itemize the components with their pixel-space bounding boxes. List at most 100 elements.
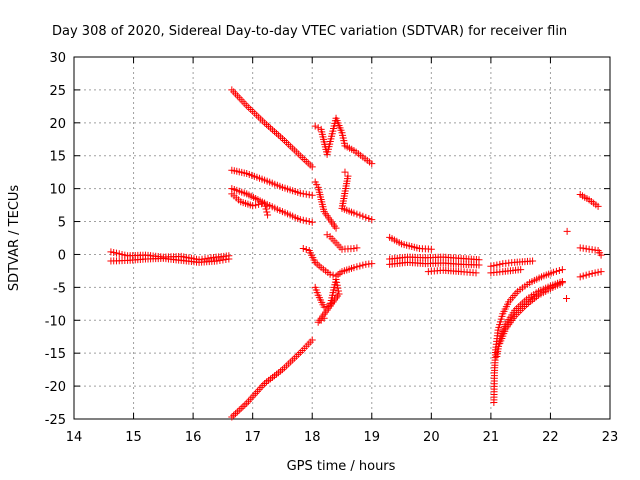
- data-point: [315, 262, 323, 270]
- data-point: [563, 295, 571, 303]
- data-point: [210, 257, 218, 265]
- data-point: [302, 246, 310, 254]
- data-series-track-v: [563, 227, 571, 303]
- data-series-track-o: [386, 258, 483, 269]
- data-series-track-b: [107, 254, 233, 266]
- data-point: [353, 263, 361, 271]
- data-point: [310, 256, 318, 264]
- data-point: [357, 151, 365, 159]
- axis-ticks: 14 15 16 17 18 19 20 21 22 23 -25 -20 -15 -10 -5 0 5 10 15…: [45, 51, 619, 445]
- data-point: [424, 245, 432, 253]
- data-series-track-j: [323, 231, 361, 253]
- data-point: [547, 269, 555, 277]
- data-point: [368, 216, 376, 224]
- data-point: [395, 239, 403, 247]
- data-point: [334, 284, 342, 292]
- x-tick-label: 17: [244, 430, 261, 445]
- data-points: [107, 86, 605, 421]
- data-point: [366, 158, 374, 166]
- data-point: [533, 293, 541, 301]
- data-point: [469, 269, 477, 277]
- data-point: [348, 208, 356, 216]
- data-point: [591, 246, 599, 254]
- y-tick-label: 10: [49, 183, 66, 198]
- x-tick-label: 19: [364, 430, 381, 445]
- data-point: [241, 100, 249, 108]
- data-point: [353, 244, 361, 252]
- data-point: [331, 222, 339, 230]
- y-axis-label: SDTVAR / TECUs: [7, 185, 22, 292]
- data-series-track-i: [311, 168, 376, 232]
- data-series-track-y: [576, 268, 605, 281]
- data-point: [498, 312, 506, 320]
- data-point: [365, 260, 373, 268]
- data-point: [362, 213, 370, 221]
- x-tick-label: 23: [602, 430, 619, 445]
- data-point: [579, 272, 587, 280]
- data-point: [294, 214, 302, 222]
- data-series-track-c: [228, 86, 316, 171]
- data-point: [204, 254, 212, 262]
- grid-lines: [74, 57, 610, 419]
- data-point: [240, 169, 248, 177]
- data-point: [255, 200, 263, 208]
- data-series-track-x: [576, 244, 605, 259]
- data-point: [359, 212, 367, 220]
- data-point: [501, 327, 509, 335]
- data-point: [523, 280, 531, 288]
- data-point: [320, 205, 328, 213]
- data-series-track-q: [487, 257, 537, 270]
- data-point: [535, 274, 543, 282]
- data-point: [302, 217, 310, 225]
- data-series-track-h: [311, 114, 376, 168]
- data-series-track-s: [490, 266, 566, 407]
- data-point: [526, 257, 534, 265]
- data-point: [334, 287, 342, 295]
- data-point: [521, 302, 529, 310]
- data-point: [348, 264, 356, 272]
- data-point: [258, 200, 266, 208]
- x-tick-label: 14: [66, 430, 83, 445]
- data-point: [494, 329, 502, 337]
- y-tick-label: 25: [49, 84, 66, 99]
- data-point: [356, 262, 364, 270]
- data-point: [596, 249, 604, 257]
- y-tick-label: 30: [49, 51, 66, 66]
- data-point: [552, 267, 560, 275]
- data-point: [299, 216, 307, 224]
- data-point: [222, 256, 230, 264]
- data-point: [294, 188, 302, 196]
- data-point: [294, 150, 302, 158]
- data-point: [592, 201, 600, 209]
- data-point: [341, 168, 349, 176]
- data-point: [353, 210, 361, 218]
- data-point: [588, 270, 596, 278]
- y-tick-label: -20: [45, 380, 66, 395]
- data-point: [340, 139, 348, 147]
- data-point: [262, 205, 270, 213]
- data-point: [305, 191, 313, 199]
- data-point: [294, 350, 302, 358]
- data-point: [240, 189, 248, 197]
- data-point: [583, 195, 591, 203]
- data-point: [241, 401, 249, 409]
- y-tick-label: 5: [58, 216, 66, 231]
- data-point: [263, 208, 271, 216]
- x-axis-label: GPS time / hours: [287, 459, 396, 474]
- data-point: [594, 268, 602, 276]
- data-point: [333, 281, 341, 289]
- data-point: [329, 271, 337, 279]
- data-series-track-r: [487, 266, 525, 277]
- data-point: [356, 211, 364, 219]
- data-point: [504, 300, 512, 308]
- data-series-track-w: [576, 191, 602, 210]
- data-point: [585, 270, 593, 278]
- data-point: [261, 202, 269, 210]
- y-tick-label: 15: [49, 150, 66, 165]
- data-point: [576, 273, 584, 281]
- data-point: [317, 316, 325, 324]
- data-point: [496, 260, 504, 268]
- x-tick-label: 15: [125, 430, 142, 445]
